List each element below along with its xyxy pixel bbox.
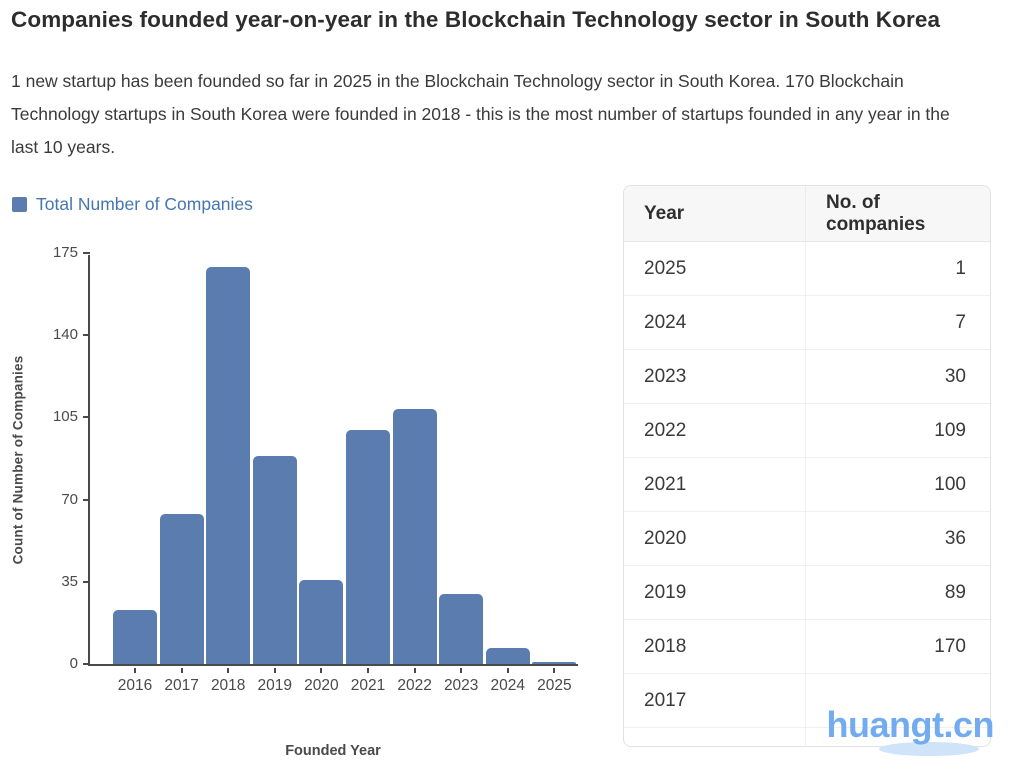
table-row: 2020 36 <box>624 512 990 567</box>
cell-companies: 36 <box>944 527 966 549</box>
page-title: Companies founded year-on-year in the Bl… <box>11 7 941 32</box>
x-tick-label: 2021 <box>350 677 386 695</box>
bar-2018[interactable] <box>206 266 251 665</box>
table-row: 2024 7 <box>624 296 990 351</box>
y-tick-mark <box>83 252 90 255</box>
table-header-row: Year No. of companies <box>624 186 990 243</box>
x-tick-mark <box>506 668 509 674</box>
y-tick-label: 175 <box>52 244 78 262</box>
legend-swatch-icon <box>12 197 27 213</box>
y-tick-label: 105 <box>52 408 78 426</box>
x-tick-mark <box>553 668 556 674</box>
data-table: Year No. of companies 2025 1 2024 7 2023 30 20… <box>623 185 991 748</box>
table-header-year: Year <box>624 186 806 242</box>
plot-area: 0 35 70 105 140 175 <box>53 244 578 672</box>
table-row: 2018 170 <box>624 620 990 675</box>
bar-2021[interactable] <box>345 430 390 665</box>
page-description: 1 new startup has been founded so far in… <box>11 71 950 158</box>
bar-chart: Count of Number of Companies 0 35 70 105 140… <box>0 235 620 767</box>
x-tick-label: 2018 <box>210 677 246 695</box>
y-tick-mark <box>83 498 90 501</box>
x-tick-label: 2023 <box>443 677 479 695</box>
x-tick-label: 2025 <box>537 677 572 695</box>
table-header-companies: No. of companies <box>826 191 926 235</box>
x-tick-mark <box>180 668 183 674</box>
x-tick-mark <box>413 668 416 674</box>
cell-companies: 100 <box>934 473 966 495</box>
cell-companies: 7 <box>955 311 966 333</box>
table-row: 2025 1 <box>624 242 990 297</box>
content-row: Total Number of Companies Count of Numbe… <box>0 185 1010 767</box>
watermark-logo: huangt.cn <box>826 704 995 756</box>
y-tick-mark <box>83 663 90 666</box>
x-tick-label: 2022 <box>397 677 432 695</box>
x-tick-mark <box>273 668 276 674</box>
cell-companies: 30 <box>944 365 966 387</box>
bar-2023[interactable] <box>439 593 484 665</box>
table-row: 2017 <box>624 674 990 729</box>
x-tick-label: 2020 <box>304 677 339 695</box>
table-row: 2023 30 <box>624 350 990 405</box>
y-tick-mark <box>83 580 90 583</box>
bar-2022[interactable] <box>392 409 437 665</box>
table-section: Year No. of companies 2025 1 2024 7 2023 30 20… <box>623 185 991 767</box>
y-tick-label: 35 <box>61 572 78 590</box>
cell-companies: 109 <box>934 419 966 441</box>
y-tick-mark <box>83 416 90 419</box>
x-tick-mark <box>460 668 463 674</box>
table-row: 2021 100 <box>624 458 990 513</box>
table-row: 2022 109 <box>624 404 990 459</box>
cell-year: 2021 <box>624 458 806 512</box>
x-tick-label: 2024 <box>490 677 526 695</box>
cell-companies: 1 <box>955 257 966 279</box>
cell-year: 2019 <box>624 566 806 620</box>
x-tick-label: 2016 <box>117 677 153 695</box>
bar-2025[interactable] <box>532 661 577 665</box>
table-row-clipped <box>624 728 990 747</box>
cell-year: 2018 <box>624 620 806 674</box>
cell-year: 2023 <box>624 350 806 404</box>
bar-2019[interactable] <box>252 456 297 665</box>
table-row: 2019 89 <box>624 566 990 621</box>
cell-year: 2020 <box>624 512 806 566</box>
cell-year: 2025 <box>624 242 806 296</box>
x-tick-label: 2017 <box>164 677 199 695</box>
x-tick-mark <box>320 668 323 674</box>
chart-section: Total Number of Companies Count of Numbe… <box>0 185 620 767</box>
bar-2017[interactable] <box>159 514 204 665</box>
bar-2024[interactable] <box>485 647 530 665</box>
x-tick-mark <box>227 668 230 674</box>
y-tick-label: 70 <box>61 490 78 508</box>
cell-year: 2024 <box>624 296 806 350</box>
y-tick-mark <box>83 334 90 337</box>
y-tick-label: 140 <box>52 326 78 344</box>
x-tick-mark <box>367 668 369 674</box>
x-tick-label: 2019 <box>257 677 293 695</box>
x-axis-title: Founded Year <box>285 743 381 760</box>
bars-group <box>90 255 578 665</box>
chart-legend[interactable]: Total Number of Companies <box>12 194 620 215</box>
cell-year: 2017 <box>624 674 806 728</box>
cell-companies: 89 <box>944 581 966 603</box>
y-tick-label: 0 <box>69 655 78 673</box>
bar-2016[interactable] <box>113 610 157 665</box>
cell-companies: 170 <box>934 635 966 657</box>
bar-2020[interactable] <box>299 579 344 665</box>
table-body: 2025 1 2024 7 2023 30 2022 109 2021 100 2020 36 2019… <box>624 242 990 729</box>
cell-year: 2022 <box>624 404 806 458</box>
y-axis-title: Count of Number of Companies <box>10 355 26 565</box>
legend-label: Total Number of Companies <box>36 194 253 215</box>
watermark-text: huangt.cn <box>826 704 995 745</box>
x-tick-mark <box>134 668 136 674</box>
